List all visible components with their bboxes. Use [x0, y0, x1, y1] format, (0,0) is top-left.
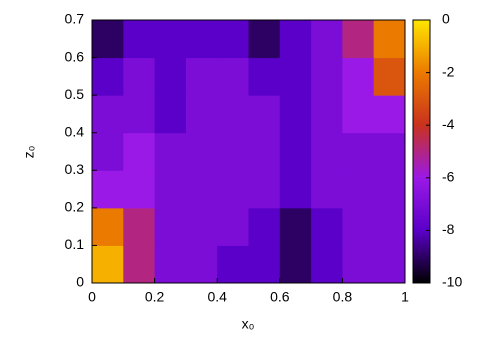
heat-cell	[311, 132, 343, 171]
heat-cell	[279, 20, 312, 59]
heat-cell	[123, 95, 156, 134]
heat-cell	[248, 20, 281, 59]
y-tick-label: 0.5	[65, 86, 85, 102]
heat-cell	[311, 207, 343, 246]
y-tick-label: 0	[76, 274, 84, 290]
heat-cell	[311, 95, 343, 134]
heat-cell	[185, 57, 218, 96]
x-tick-label: 0	[88, 289, 96, 305]
y-tick-label: 0.2	[65, 199, 85, 215]
heat-cell	[248, 132, 281, 171]
heat-cell	[123, 245, 156, 284]
heat-cell	[92, 245, 124, 284]
heat-cell	[92, 132, 124, 171]
heat-cell	[311, 170, 343, 209]
heat-cell	[342, 245, 375, 284]
heat-cell	[279, 170, 312, 209]
heat-cell	[185, 20, 218, 59]
x-axis-label: x₀	[242, 316, 255, 332]
heat-cell	[373, 95, 406, 134]
heat-cell	[185, 207, 218, 246]
heat-cell	[123, 57, 156, 96]
heat-cell	[154, 170, 187, 209]
heat-cell	[185, 95, 218, 134]
heat-cell	[154, 95, 187, 134]
heat-cell	[217, 132, 249, 171]
heat-cell	[279, 207, 312, 246]
heat-cell	[342, 57, 375, 96]
heat-cell	[123, 132, 156, 171]
heat-cell	[248, 207, 281, 246]
heat-cell	[217, 207, 249, 246]
heat-cell	[217, 95, 249, 134]
heat-cell	[342, 170, 375, 209]
colorbar-tick-label: -10	[442, 274, 462, 290]
heat-cell	[311, 245, 343, 284]
heat-cell	[248, 245, 281, 284]
heat-cell	[185, 245, 218, 284]
x-tick-label: 0.4	[207, 289, 227, 305]
colorbar-tick-label: -6	[442, 169, 455, 185]
heat-cell	[311, 57, 343, 96]
heat-cell	[123, 170, 156, 209]
heat-cell	[311, 20, 343, 59]
heat-cell	[92, 95, 124, 134]
colorbar-tick-label: -4	[442, 116, 455, 132]
heat-cell	[248, 170, 281, 209]
x-tick-label: 0.6	[270, 289, 290, 305]
heat-cell	[92, 57, 124, 96]
heat-cell	[279, 132, 312, 171]
heat-cell	[185, 132, 218, 171]
heat-cell	[279, 95, 312, 134]
y-tick-label: 0.1	[65, 236, 85, 252]
heat-cell	[248, 95, 281, 134]
heat-cell	[123, 20, 156, 59]
heat-cell	[373, 170, 406, 209]
heat-cell	[373, 245, 406, 284]
x-tick-label: 0.2	[145, 289, 165, 305]
heat-cell	[154, 57, 187, 96]
heat-cell	[92, 207, 124, 246]
heat-cell	[217, 20, 249, 59]
colorbar-tick-label: 0	[442, 11, 450, 27]
heat-cell	[185, 170, 218, 209]
y-tick-label: 0.7	[65, 11, 85, 27]
y-tick-label: 0.3	[65, 161, 85, 177]
heat-cell	[154, 20, 187, 59]
heat-cell	[342, 132, 375, 171]
colorbar-tick-label: -2	[442, 63, 455, 79]
heat-cell	[217, 57, 249, 96]
heat-cell	[342, 207, 375, 246]
heat-cell	[123, 207, 156, 246]
x-tick-label: 1	[401, 289, 409, 305]
heat-cell	[92, 20, 124, 59]
x-tick-label: 0.8	[333, 289, 353, 305]
heat-cell	[154, 132, 187, 171]
heat-cell	[373, 20, 406, 59]
colorbar	[412, 19, 431, 284]
colorbar-tick-label: -8	[442, 221, 455, 237]
heat-cell	[279, 57, 312, 96]
heat-cell	[217, 245, 249, 284]
heat-cell	[217, 170, 249, 209]
heat-cell	[248, 57, 281, 96]
heat-cell	[342, 95, 375, 134]
y-tick-label: 0.4	[65, 123, 85, 139]
heat-cell	[342, 20, 375, 59]
heat-cell	[373, 57, 406, 96]
heat-cell	[373, 132, 406, 171]
heat-cell	[154, 245, 187, 284]
heat-cell	[279, 245, 312, 284]
heat-cell	[92, 170, 124, 209]
plot-frame	[91, 19, 406, 284]
y-tick-label: 0.6	[65, 48, 85, 64]
heat-cell	[373, 207, 406, 246]
y-axis-label: z₀	[21, 145, 37, 158]
heat-cell	[154, 207, 187, 246]
